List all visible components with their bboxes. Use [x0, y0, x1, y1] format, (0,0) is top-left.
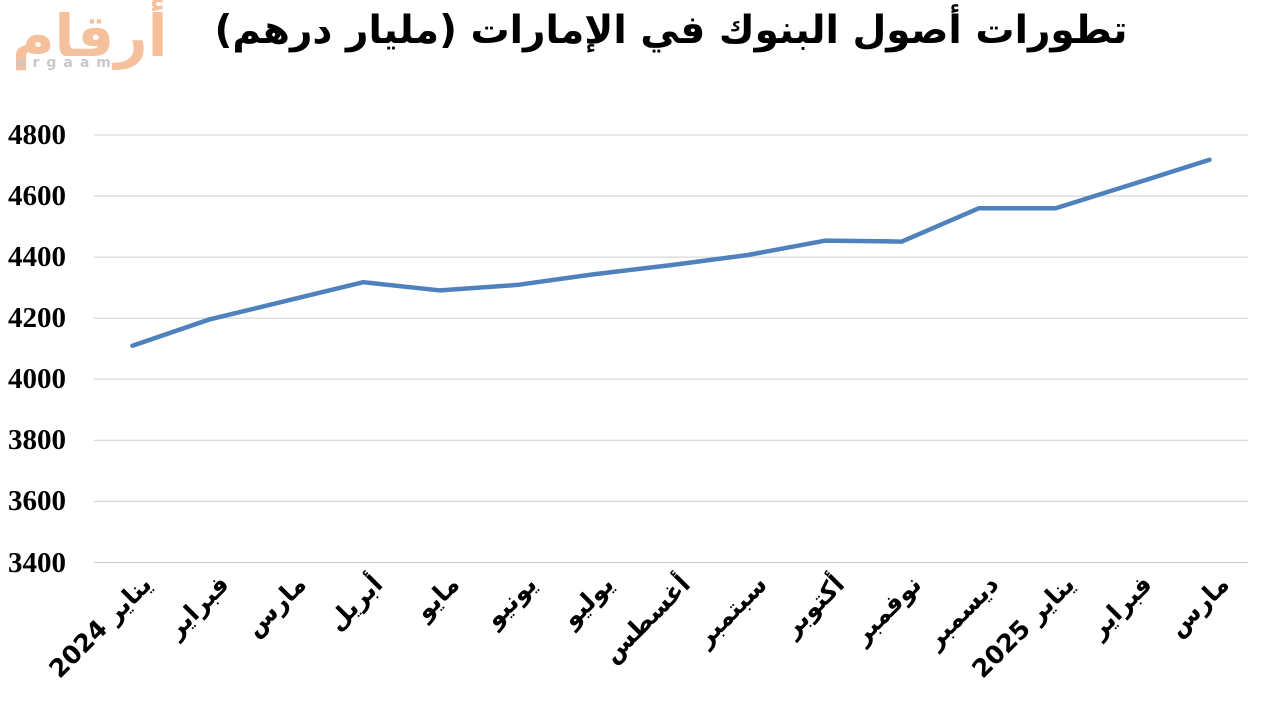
data-series-line	[130, 157, 1212, 348]
chart-title: تطورات أصول البنوك في الإمارات (مليار در…	[214, 8, 1128, 53]
y-tick-label: 3600	[8, 485, 66, 518]
y-tick-label: 4400	[8, 241, 66, 274]
y-tick-label: 4000	[8, 363, 66, 396]
y-tick-label: 3800	[8, 424, 66, 457]
y-tick-label: 4600	[8, 180, 66, 213]
y-tick-label: 4200	[8, 302, 66, 335]
y-tick-label: 3400	[8, 546, 66, 579]
argaam-logo-arabic-wordmark: أرقام	[12, 2, 168, 70]
y-tick-label: 4800	[8, 119, 66, 151]
argaam-logo: أرقام argaam	[12, 0, 192, 71]
argaam-logo-latin-wordmark: argaam	[16, 54, 118, 71]
